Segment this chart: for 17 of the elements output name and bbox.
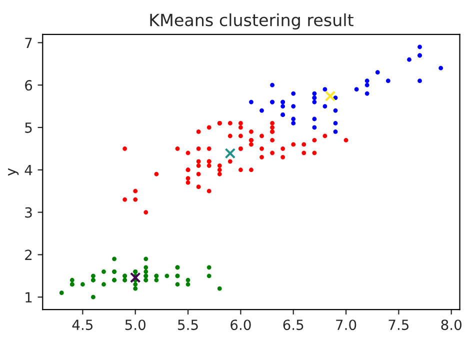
y-tick-label: 6 <box>25 80 32 91</box>
y-tick-label: 7 <box>25 38 32 48</box>
x-tick-label: 7.0 <box>336 320 356 330</box>
y-tick-label: 3 <box>25 207 32 218</box>
y-axis-title: y <box>8 168 19 176</box>
x-tick-label: 6.0 <box>230 320 251 330</box>
y-tick-label: 2 <box>25 250 32 260</box>
x-tick-label: 8.0 <box>441 320 462 330</box>
x-tick-label: 4.5 <box>72 320 93 330</box>
y-tick-label: 1 <box>26 292 32 302</box>
y-tick-label: 4 <box>24 165 32 176</box>
x-tick-label: 7.5 <box>388 320 409 330</box>
x-tick-label: 5.0 <box>125 320 146 330</box>
x-tick-label: 5.5 <box>178 320 198 330</box>
chart-title: KMeans clustering result <box>150 13 354 30</box>
x-tick-label: 6.5 <box>283 320 304 330</box>
y-tick-label: 5 <box>25 122 32 133</box>
